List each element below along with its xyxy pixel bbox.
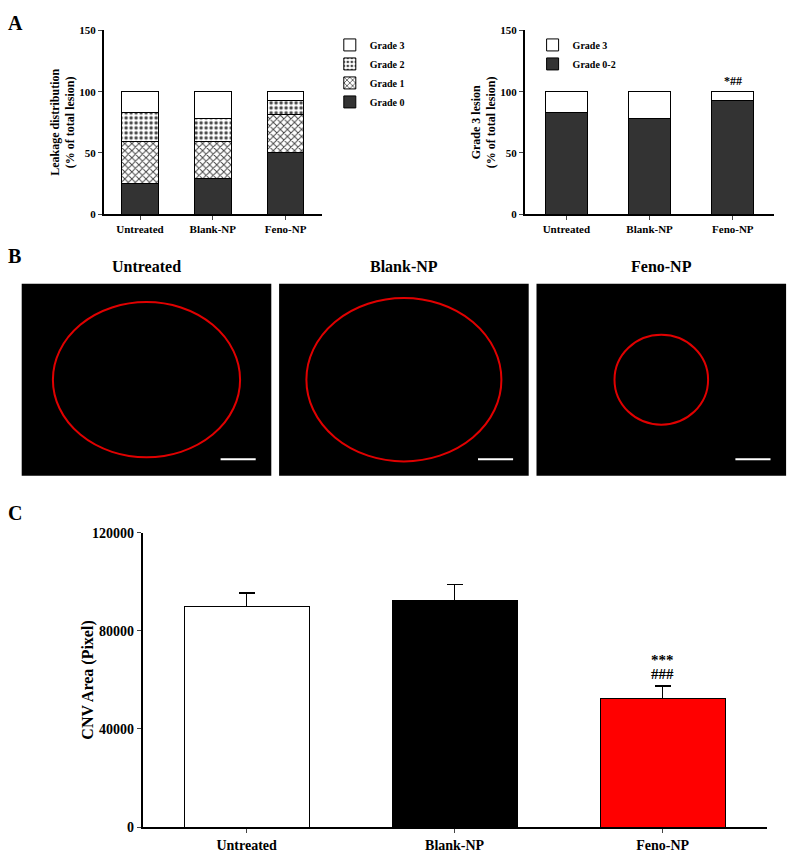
svg-text:0: 0 xyxy=(90,208,96,220)
svg-text:50: 50 xyxy=(506,147,518,159)
svg-text:Leakage distribution(% of tota: Leakage distribution(% of total lesion) xyxy=(48,69,78,176)
svg-text:Feno-NP: Feno-NP xyxy=(636,838,689,853)
svg-text:50: 50 xyxy=(85,147,97,159)
svg-text:Untreated: Untreated xyxy=(543,223,590,235)
svg-text:***: *** xyxy=(651,652,674,668)
svg-text:Feno-NP: Feno-NP xyxy=(265,223,307,235)
svg-text:Grade 3: Grade 3 xyxy=(370,40,405,51)
svg-text:Grade 1: Grade 1 xyxy=(370,78,405,89)
svg-text:80000: 80000 xyxy=(99,624,134,639)
svg-text:120000: 120000 xyxy=(92,526,134,541)
svg-text:Feno-NP: Feno-NP xyxy=(631,258,692,275)
svg-text:Blank-NP: Blank-NP xyxy=(370,258,438,275)
svg-text:100: 100 xyxy=(79,86,96,98)
svg-text:Blank-NP: Blank-NP xyxy=(425,838,485,853)
svg-text:B: B xyxy=(8,245,21,267)
svg-text:Grade 0-2: Grade 0-2 xyxy=(573,59,616,70)
svg-text:Grade 3 lesion(% of total lesi: Grade 3 lesion(% of total lesion) xyxy=(469,77,499,169)
svg-text:40000: 40000 xyxy=(99,722,134,737)
svg-text:100: 100 xyxy=(500,86,517,98)
svg-text:Untreated: Untreated xyxy=(116,223,163,235)
svg-text:###: ### xyxy=(651,666,674,682)
svg-text:Grade 3: Grade 3 xyxy=(573,40,608,51)
svg-text:CNV Area (Pixel): CNV Area (Pixel) xyxy=(79,620,97,739)
svg-text:0: 0 xyxy=(511,208,517,220)
svg-text:Grade 0: Grade 0 xyxy=(370,97,405,108)
svg-text:150: 150 xyxy=(500,24,517,36)
svg-text:Untreated: Untreated xyxy=(112,258,181,275)
svg-text:*##: *## xyxy=(724,74,742,88)
svg-text:Blank-NP: Blank-NP xyxy=(626,223,673,235)
svg-text:Blank-NP: Blank-NP xyxy=(190,223,237,235)
svg-text:Untreated: Untreated xyxy=(216,838,277,853)
svg-text:150: 150 xyxy=(79,24,96,36)
svg-text:Grade 2: Grade 2 xyxy=(370,59,405,70)
svg-text:0: 0 xyxy=(127,820,134,835)
svg-text:A: A xyxy=(8,12,23,34)
svg-text:Feno-NP: Feno-NP xyxy=(712,223,754,235)
svg-text:C: C xyxy=(8,502,22,524)
